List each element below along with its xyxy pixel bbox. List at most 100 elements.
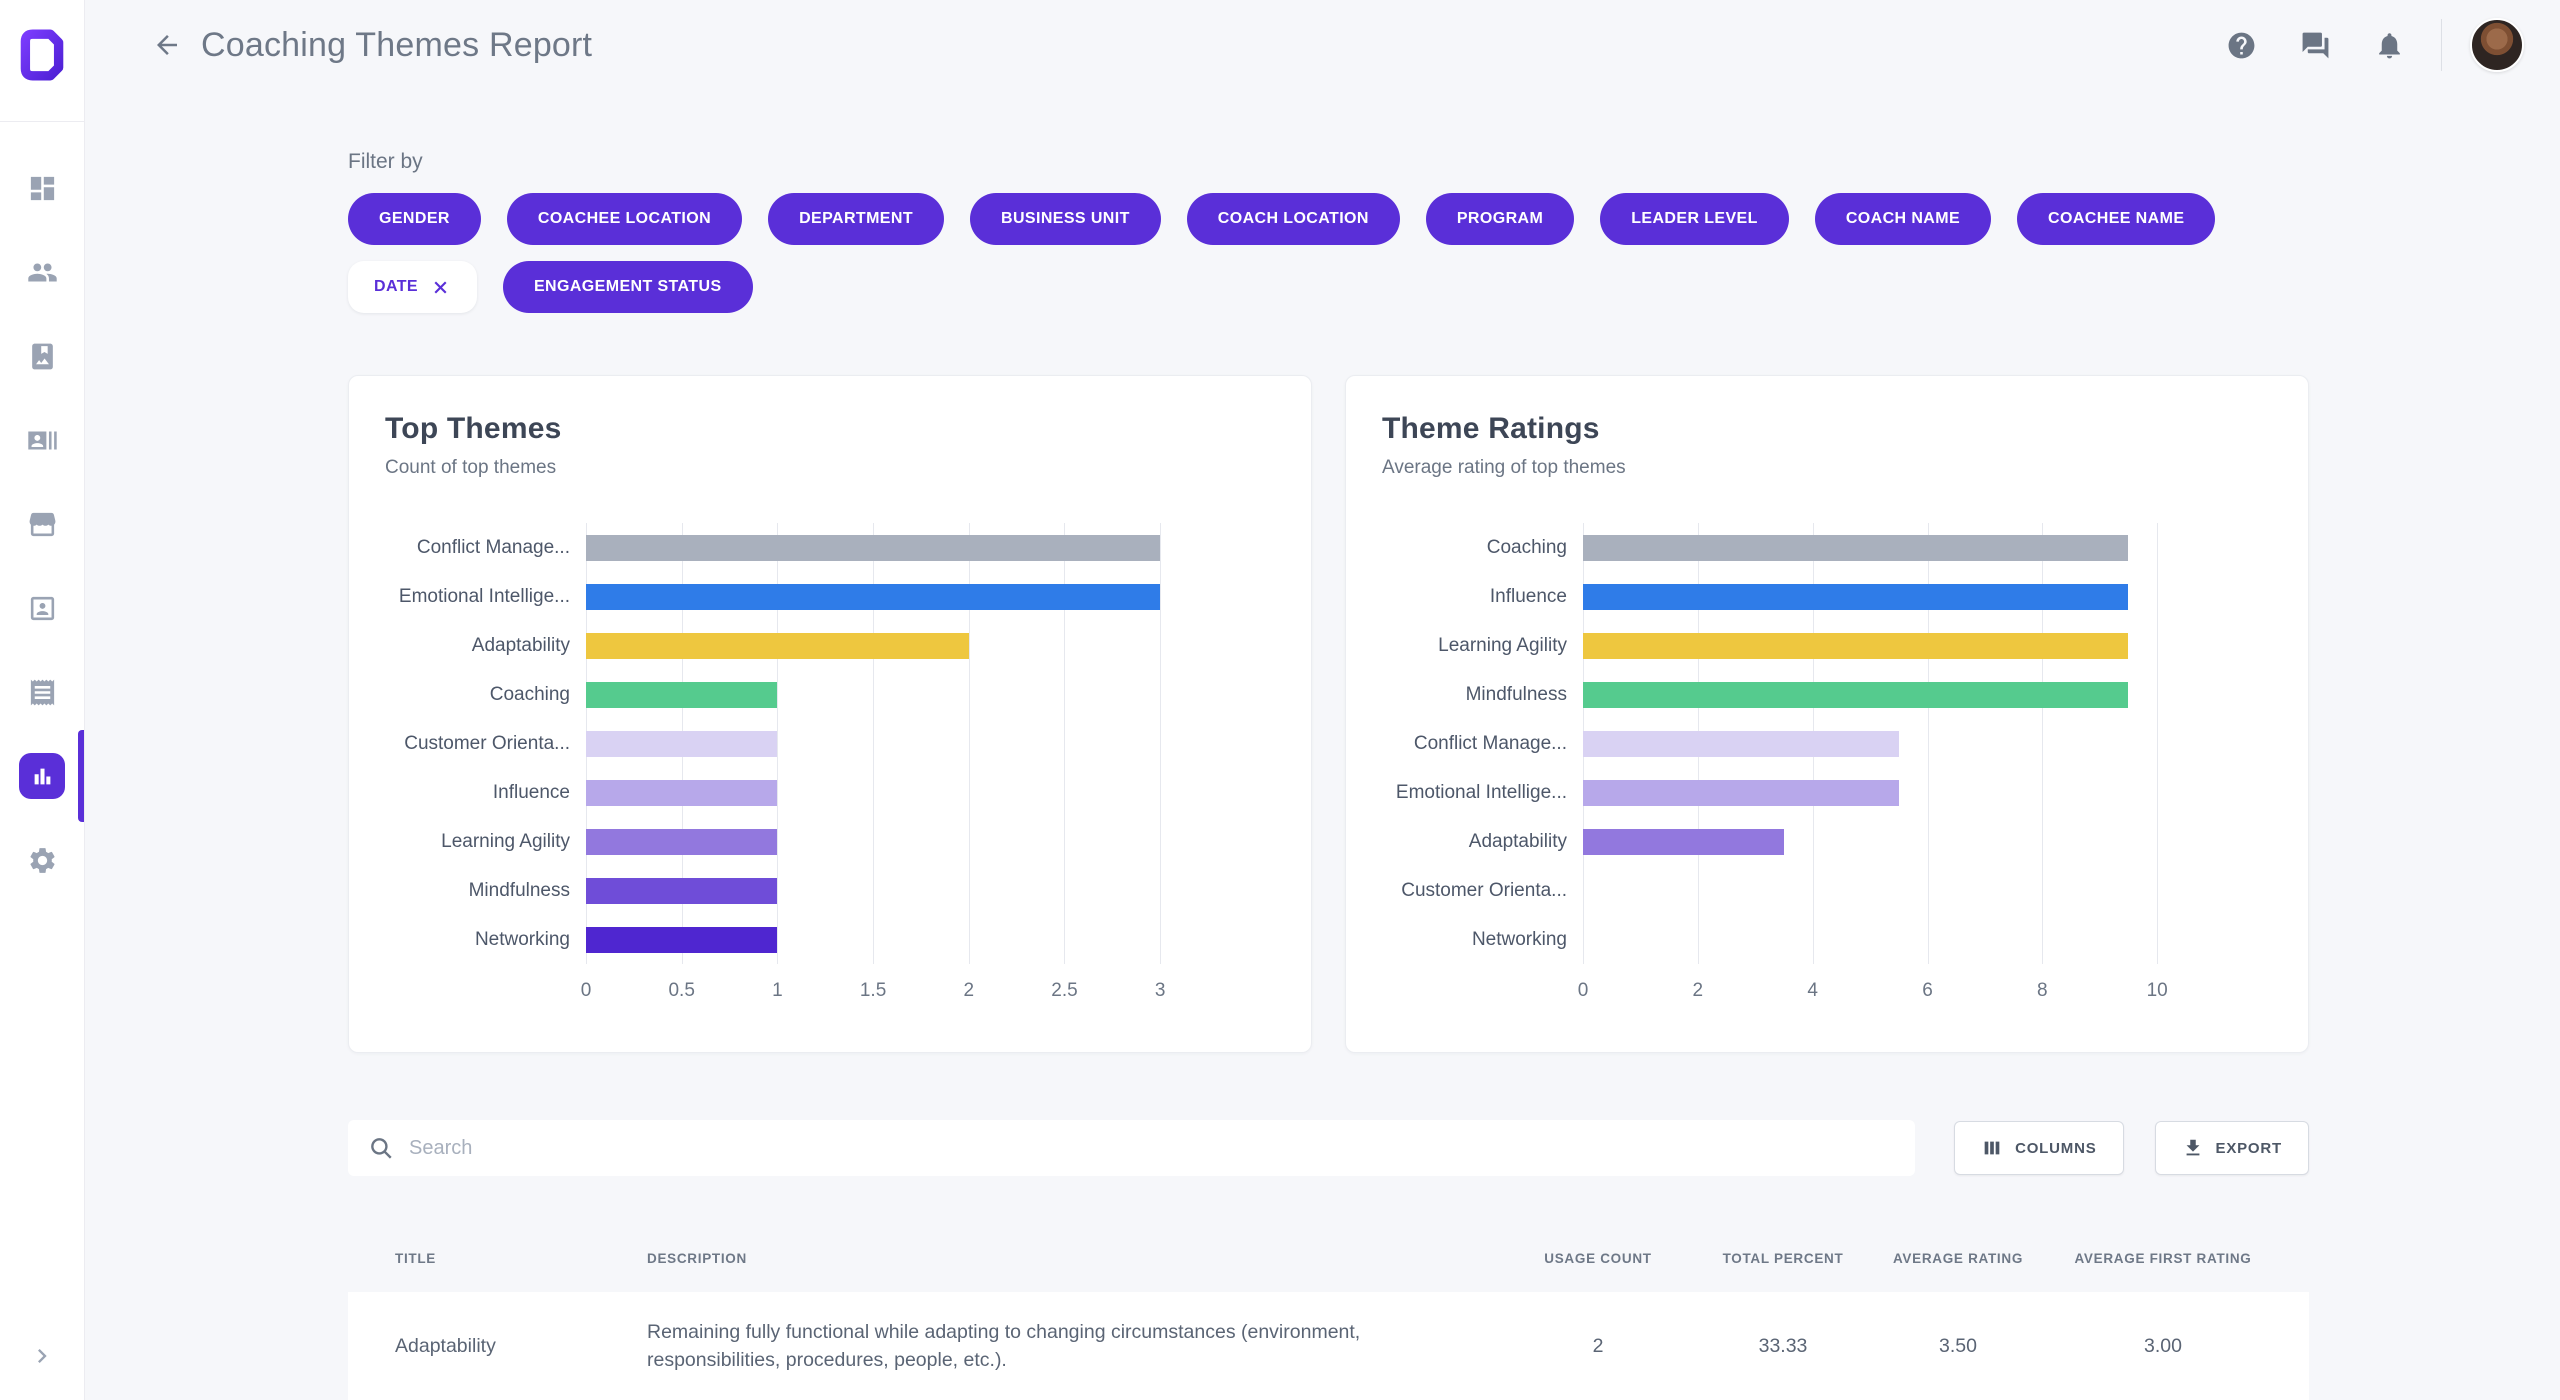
column-header-average-first-rating[interactable]: AVERAGE FIRST RATING [2074, 1251, 2252, 1266]
chart-row: Emotional Intellige... [1382, 768, 2272, 817]
back-button[interactable] [145, 23, 189, 67]
sidebar-item-settings[interactable] [0, 818, 84, 902]
chart-row: Adaptability [385, 621, 1275, 670]
chart-bar[interactable] [586, 730, 778, 757]
chart-bar-track [586, 523, 1275, 572]
export-button[interactable]: EXPORT [2154, 1121, 2309, 1175]
axis-tick-label: 0.5 [668, 980, 695, 1001]
sidebar-item-contacts[interactable] [0, 398, 84, 482]
search-input[interactable] [409, 1136, 1896, 1160]
chart-bar[interactable] [586, 779, 778, 806]
chart-bar-track [586, 915, 1275, 964]
filter-chip-coachee-name[interactable]: COACHEE NAME [2017, 193, 2216, 245]
axis-tick-label: 3 [1154, 980, 1166, 1001]
chip-label: BUSINESS UNIT [1001, 210, 1130, 227]
search-box[interactable] [348, 1120, 1916, 1176]
close-icon[interactable] [430, 277, 451, 298]
sidebar-item-receipts[interactable] [0, 650, 84, 734]
chart-category-label: Learning Agility [441, 830, 570, 852]
chip-label: COACHEE NAME [2048, 210, 2185, 227]
chart-bar[interactable] [1583, 730, 1899, 757]
column-header-description[interactable]: DESCRIPTION [647, 1251, 747, 1266]
filter-chip-coach-location[interactable]: COACH LOCATION [1186, 193, 1400, 245]
chart-bar[interactable] [1583, 681, 2129, 708]
column-header-average-rating[interactable]: AVERAGE RATING [1892, 1251, 2024, 1266]
bar-chart-icon [34, 768, 50, 784]
chart-bar-track [586, 768, 1275, 817]
gear-icon [29, 847, 55, 873]
cell-average-first-rating: 3.00 [2144, 1334, 2182, 1357]
filter-chip-engagement-status[interactable]: ENGAGEMENT STATUS [502, 261, 753, 313]
chart-row: Coaching [385, 670, 1275, 719]
chart-bar[interactable] [1583, 828, 1784, 855]
theme-ratings-card: Theme Ratings Average rating of top them… [1345, 375, 2309, 1053]
chart-bar[interactable] [1583, 632, 2129, 659]
user-avatar[interactable] [2470, 18, 2524, 72]
chart-bar[interactable] [586, 681, 778, 708]
table-body: Adaptability Remaining fully functional w… [348, 1292, 2309, 1400]
chart-row: Networking [385, 915, 1275, 964]
chart-category-label: Mindfulness [468, 879, 570, 901]
cell-title: Adaptability [395, 1334, 496, 1357]
people-icon [27, 262, 57, 282]
chart-bar[interactable] [586, 926, 778, 953]
chart-category-label: Coaching [489, 683, 570, 705]
filter-chip-date[interactable]: DATE [348, 261, 477, 313]
axis-tick-label: 2 [963, 980, 975, 1001]
chart-bar[interactable] [1583, 534, 2129, 561]
sidebar-item-media[interactable] [0, 314, 84, 398]
sidebar-expand-button[interactable] [20, 1334, 64, 1378]
filter-chip-department[interactable]: DEPARTMENT [768, 193, 944, 245]
chart-bar-track [1583, 719, 2272, 768]
chart-bar-track [586, 670, 1275, 719]
filter-chip-coachee-location[interactable]: COACHEE LOCATION [506, 193, 743, 245]
chip-label: LEADER LEVEL [1631, 210, 1758, 227]
topbar-actions [2189, 18, 2524, 72]
receipt-icon [30, 679, 54, 705]
filter-chip-gender[interactable]: GENDER [348, 193, 481, 245]
sidebar-item-profile-card[interactable] [0, 566, 84, 650]
theme-ratings-chart: Coaching Influence Learning Agility Mindful… [1382, 523, 2272, 1010]
chart-bar-track [1583, 523, 2272, 572]
chart-bar[interactable] [586, 534, 1161, 561]
table-row[interactable]: Adaptability Remaining fully functional w… [348, 1292, 2309, 1400]
filter-chip-program[interactable]: PROGRAM [1425, 193, 1575, 245]
column-header-usage-count[interactable]: USAGE COUNT [1544, 1251, 1652, 1266]
chart-bar[interactable] [586, 877, 778, 904]
sidebar-item-marketplace[interactable] [0, 482, 84, 566]
gridline [1160, 523, 1162, 964]
gridline [1927, 523, 1929, 964]
gridline [2042, 523, 2044, 964]
cell-average-rating: 3.50 [1939, 1334, 1977, 1357]
columns-button[interactable]: COLUMNS [1954, 1121, 2124, 1175]
notifications-button[interactable] [2367, 23, 2411, 67]
chart-bar[interactable] [586, 828, 778, 855]
sidebar-item-reports[interactable] [0, 730, 84, 822]
axis-tick-label: 2.5 [1051, 980, 1078, 1001]
chart-bar[interactable] [1583, 779, 1899, 806]
filter-chip-leader-level[interactable]: LEADER LEVEL [1600, 193, 1789, 245]
column-header-title[interactable]: TITLE [395, 1251, 436, 1266]
axis-tick-label: 10 [2146, 980, 2168, 1001]
chart-bar[interactable] [1583, 583, 2129, 610]
chip-label: DEPARTMENT [799, 210, 913, 227]
sidebar-item-dashboard[interactable] [0, 146, 84, 230]
chart-bar[interactable] [586, 632, 969, 659]
messages-button[interactable] [2293, 23, 2337, 67]
help-button[interactable] [2219, 23, 2263, 67]
chart-category-label: Adaptability [1468, 830, 1567, 852]
gridline [873, 523, 875, 964]
chart-row: Learning Agility [1382, 621, 2272, 670]
gridline [777, 523, 779, 964]
column-header-total-percent[interactable]: TOTAL PERCENT [1722, 1251, 1844, 1266]
chart-bar[interactable] [586, 583, 1161, 610]
chart-bar-track [586, 572, 1275, 621]
filter-chip-business-unit[interactable]: BUSINESS UNIT [970, 193, 1161, 245]
arrow-left-icon [157, 35, 177, 55]
chart-category-label: Conflict Manage... [1413, 732, 1567, 754]
chart-row: Conflict Manage... [1382, 719, 2272, 768]
app-logo[interactable] [0, 0, 84, 122]
sidebar-item-people[interactable] [0, 230, 84, 314]
filter-chip-coach-name[interactable]: COACH NAME [1814, 193, 1992, 245]
chart-category-label: Customer Orienta... [404, 732, 570, 754]
